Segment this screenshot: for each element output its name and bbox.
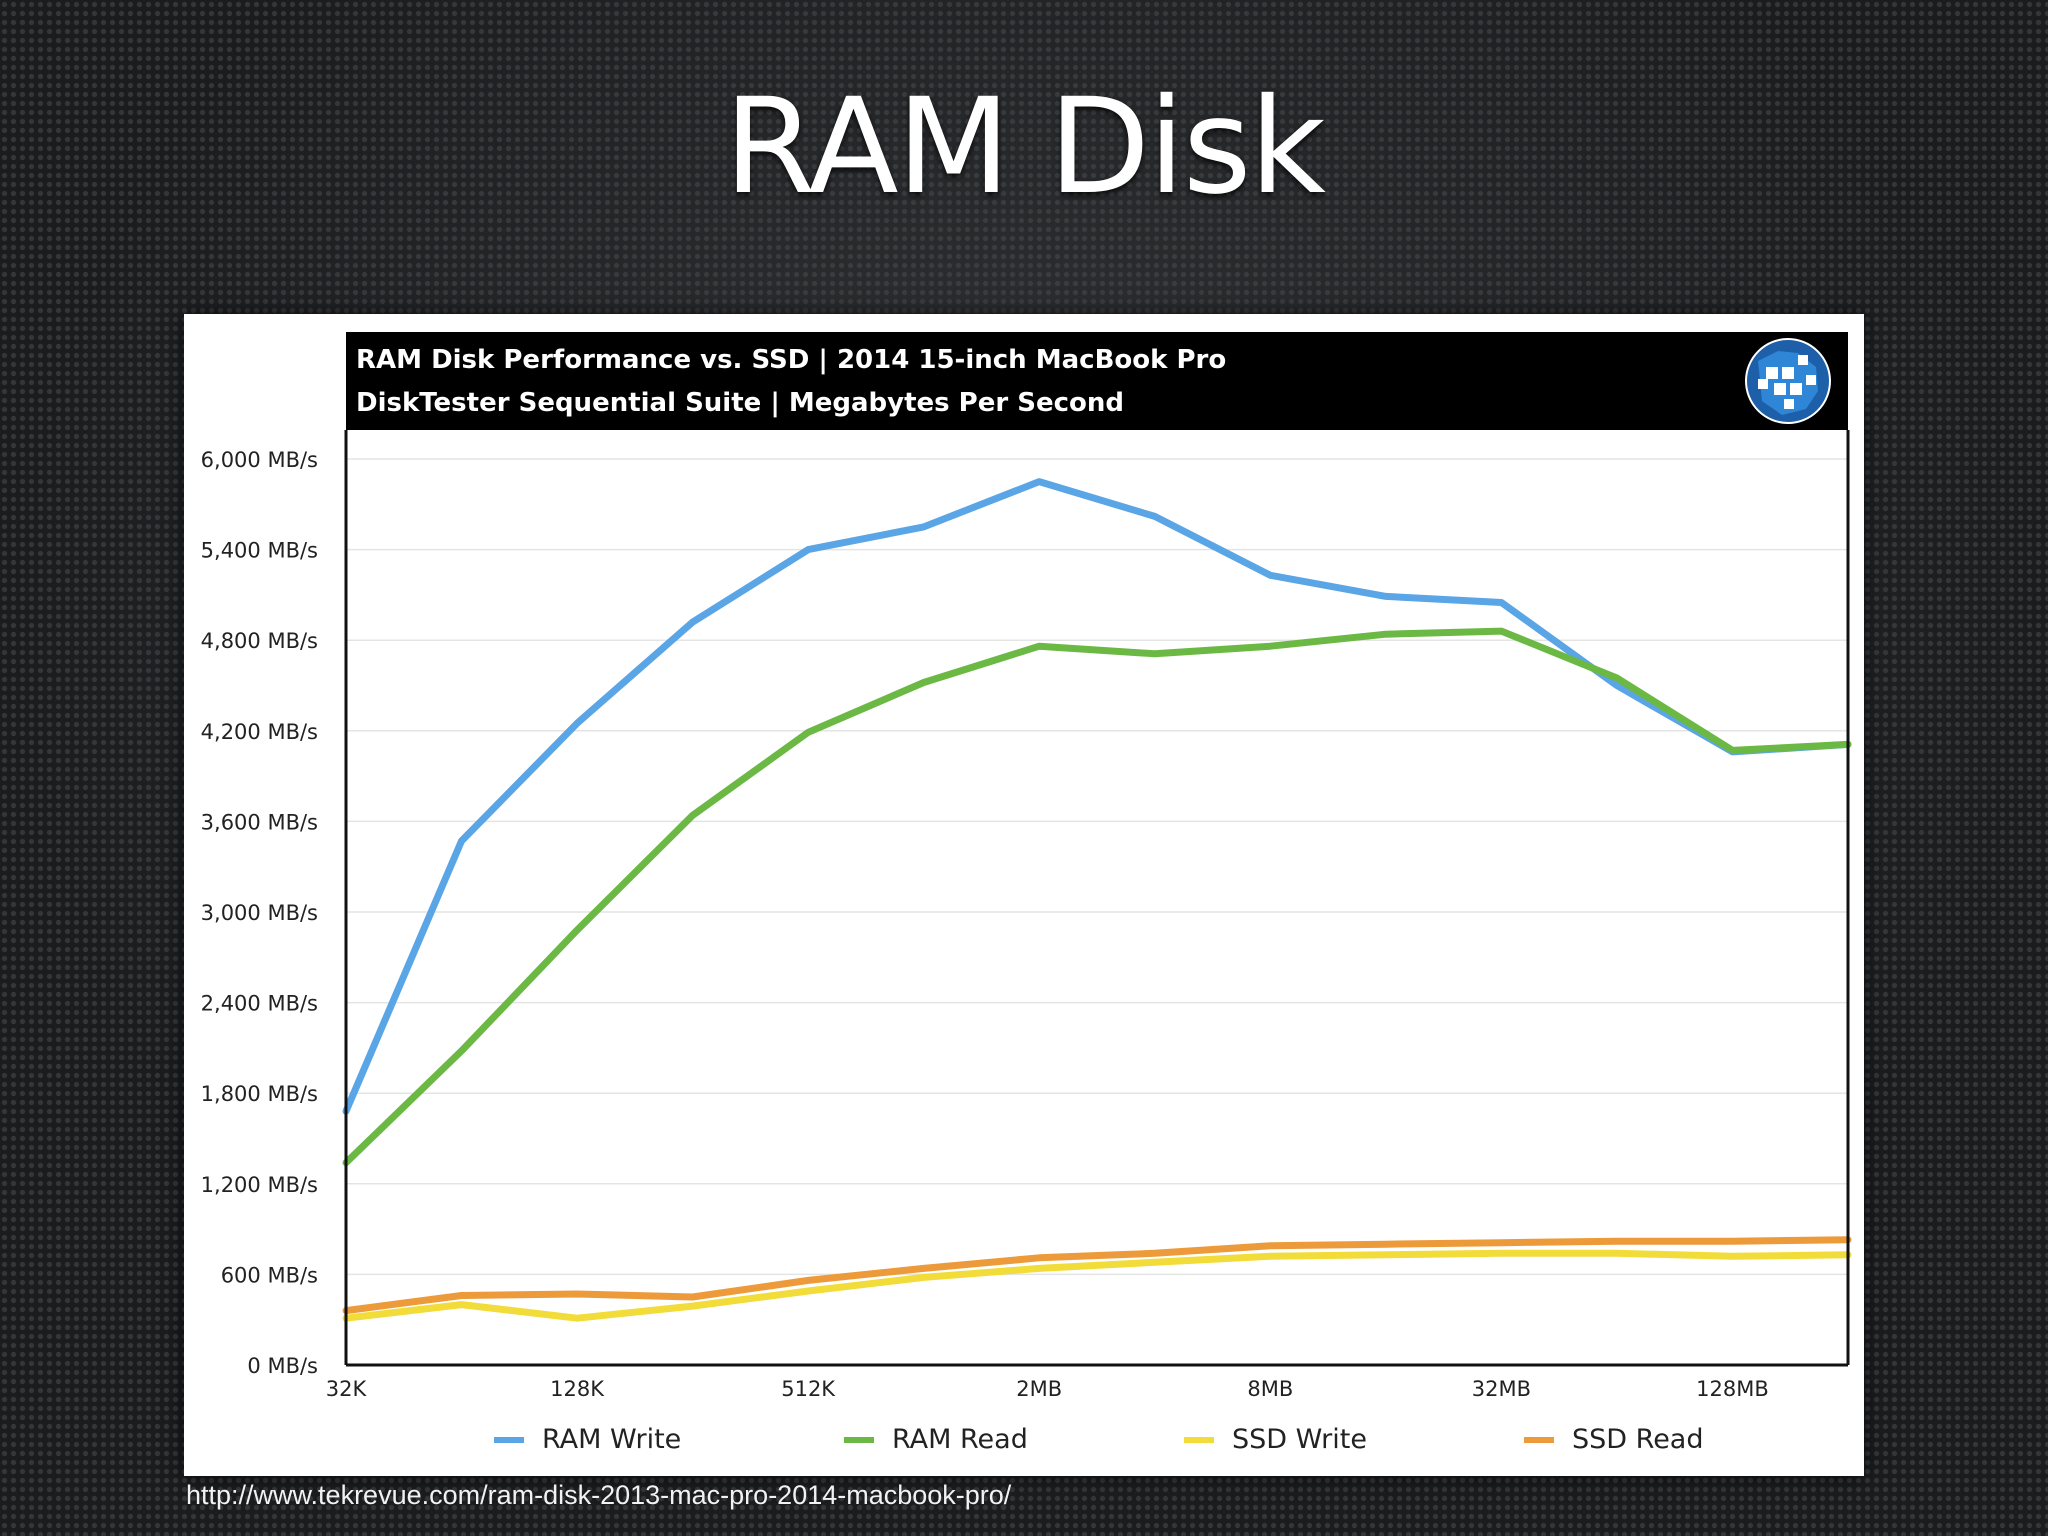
chart-header: RAM Disk Performance vs. SSD | 2014 15-i… [346,332,1848,430]
y-tick-label: 0 MB/s [247,1354,318,1378]
legend-label: SSD Write [1232,1424,1367,1455]
y-tick-label: 1,200 MB/s [201,1173,318,1197]
y-tick-label: 6,000 MB/s [201,448,318,472]
legend-label: SSD Read [1572,1424,1704,1455]
series-line-ssd-read [342,1236,1852,1315]
y-tick-label: 4,200 MB/s [201,720,318,744]
series-line-ssd-write [342,1249,1852,1322]
axes: 0 MB/s 600 MB/s 1,200 MB/s 1,800 MB/s 2,400 … [201,430,1850,1401]
y-tick-label: 3,600 MB/s [201,810,318,834]
chart-header-bar [346,332,1848,430]
globe-logo-icon [1745,338,1831,424]
slide-title: RAM Disk [723,70,1326,224]
y-tick-label: 1,800 MB/s [201,1082,318,1106]
x-tick-label: 2MB [1016,1377,1062,1401]
y-tick-label: 3,000 MB/s [201,901,318,925]
legend: RAM Write RAM Read SSD Write SSD Read [494,1424,1704,1455]
y-tick-label: 600 MB/s [221,1263,318,1287]
line-chart: 0 MB/s 600 MB/s 1,200 MB/s 1,800 MB/s 2,400 … [201,332,1852,1455]
x-tick-label: 8MB [1247,1377,1293,1401]
series-line-ram-read [342,627,1852,1167]
source-url[interactable]: http://www.tekrevue.com/ram-disk-2013-ma… [186,1480,1012,1510]
chart-panel: 0 MB/s 600 MB/s 1,200 MB/s 1,800 MB/s 2,400 … [184,314,1864,1476]
x-tick-label: 512K [781,1377,836,1401]
grid-lines [346,458,1848,1276]
x-tick-label: 128MB [1696,1377,1769,1401]
legend-label: RAM Read [892,1424,1028,1455]
legend-label: RAM Write [542,1424,681,1455]
y-tick-label: 2,400 MB/s [201,992,318,1016]
chart-subtitle: DiskTester Sequential Suite | Megabytes … [356,388,1124,418]
y-tick-label: 4,800 MB/s [201,629,318,653]
series-lines [342,478,1852,1322]
x-tick-label: 32K [326,1377,368,1401]
series-line-ram-write [342,478,1852,1115]
chart-title: RAM Disk Performance vs. SSD | 2014 15-i… [356,345,1226,375]
x-tick-label: 128K [550,1377,605,1401]
y-tick-label: 5,400 MB/s [201,539,318,563]
x-tick-label: 32MB [1472,1377,1531,1401]
